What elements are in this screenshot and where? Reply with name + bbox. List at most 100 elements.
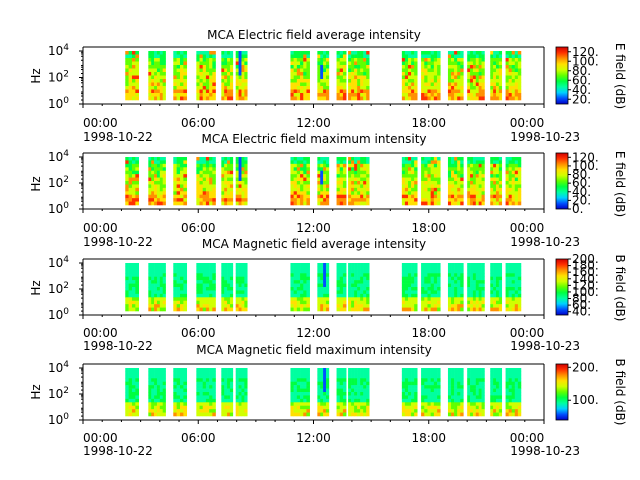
spectrogram-cell xyxy=(162,167,166,172)
spectrogram-cell xyxy=(505,300,509,305)
spectrogram-cell xyxy=(457,381,461,386)
spectrogram-cell xyxy=(148,409,152,413)
spectrogram-cell xyxy=(342,201,347,206)
spectrogram-cell xyxy=(424,283,428,288)
spectrogram-cell xyxy=(511,58,516,62)
spectrogram-cell xyxy=(154,378,158,383)
spectrogram-cell xyxy=(401,412,406,417)
spectrogram-cell xyxy=(202,263,207,267)
spectrogram-cell xyxy=(300,68,304,73)
spectrogram-cell xyxy=(235,263,239,267)
spectrogram-cell xyxy=(511,385,516,389)
spectrogram-cell xyxy=(180,174,184,178)
spectrogram-cell xyxy=(354,381,358,386)
spectrogram-cell xyxy=(414,368,418,372)
spectrogram-cell xyxy=(457,68,461,73)
spectrogram-cell xyxy=(495,304,500,308)
panel-2-ylabel: Hz xyxy=(29,176,43,191)
spectrogram-cell xyxy=(408,157,412,161)
spectrogram-cell xyxy=(427,269,431,274)
spectrogram-cell xyxy=(290,385,294,389)
spectrogram-cell xyxy=(470,174,474,178)
spectrogram-cell xyxy=(306,412,310,417)
spectrogram-cell xyxy=(320,304,324,308)
spectrogram-cell xyxy=(348,96,352,101)
spectrogram-cell xyxy=(323,75,327,80)
spectrogram-cell xyxy=(154,54,158,59)
spectrogram-cell xyxy=(336,79,341,83)
spectrogram-cell xyxy=(342,184,347,189)
spectrogram-cell xyxy=(135,304,139,308)
spectrogram-cell xyxy=(300,371,304,376)
spectrogram-cell xyxy=(357,187,361,192)
spectrogram-cell xyxy=(447,54,452,59)
spectrogram-cell xyxy=(424,371,428,376)
spectrogram-cell xyxy=(342,290,347,295)
spectrogram-cell xyxy=(229,184,234,189)
spectrogram-cell xyxy=(196,82,200,87)
spectrogram-cell xyxy=(514,82,519,87)
spectrogram-cell xyxy=(511,402,516,407)
spectrogram-cell xyxy=(196,398,200,403)
spectrogram-cell xyxy=(303,395,307,400)
spectrogram-cell xyxy=(408,75,412,80)
spectrogram-cell xyxy=(128,61,133,66)
spectrogram-cell xyxy=(235,51,239,55)
spectrogram-cell xyxy=(183,385,188,389)
spectrogram-cell xyxy=(159,163,164,168)
spectrogram-cell xyxy=(199,75,204,80)
spectrogram-cell xyxy=(176,405,181,410)
panel-3-x-axis: 00:00 06:00 12:00 18:00 00:00 xyxy=(82,314,545,340)
spectrogram-cell xyxy=(244,287,248,291)
spectrogram-cell xyxy=(437,280,441,284)
spectrogram-cell xyxy=(363,51,367,55)
spectrogram-cell xyxy=(493,263,497,267)
spectrogram-cell xyxy=(437,388,441,393)
y-tick-exponent: 4 xyxy=(63,43,69,53)
spectrogram-cell xyxy=(156,368,161,372)
spectrogram-cell xyxy=(366,157,370,161)
spectrogram-cell xyxy=(244,300,248,305)
spectrogram-cell xyxy=(481,170,485,175)
spectrogram-cell xyxy=(514,54,519,59)
spectrogram-cell xyxy=(411,297,415,302)
spectrogram-cell xyxy=(125,273,129,278)
spectrogram-cell xyxy=(411,402,415,407)
spectrogram-cell xyxy=(212,170,216,175)
spectrogram-cell xyxy=(354,167,358,172)
spectrogram-cell xyxy=(460,191,464,196)
spectrogram-cell xyxy=(481,378,485,383)
spectrogram-cell xyxy=(199,395,204,400)
spectrogram-cell xyxy=(125,157,129,161)
spectrogram-cell xyxy=(162,283,166,288)
spectrogram-cell xyxy=(511,191,516,196)
spectrogram-cell xyxy=(300,405,304,410)
spectrogram-cell xyxy=(159,307,164,312)
spectrogram-cell xyxy=(421,82,425,87)
spectrogram-cell xyxy=(478,269,482,274)
spectrogram-cell xyxy=(478,287,482,291)
spectrogram-cell xyxy=(514,174,519,178)
spectrogram-cell xyxy=(196,58,200,62)
spectrogram-cell xyxy=(490,198,494,202)
spectrogram-cell xyxy=(221,82,225,87)
spectrogram-cell xyxy=(325,79,330,83)
spectrogram-cell xyxy=(498,273,503,278)
spectrogram-cell xyxy=(401,191,406,196)
spectrogram-cell xyxy=(300,368,304,372)
spectrogram-cell xyxy=(357,368,361,372)
spectrogram-cell xyxy=(336,167,341,172)
y-tick-exponent: 4 xyxy=(63,360,69,370)
spectrogram-cell xyxy=(478,75,482,80)
spectrogram-cell xyxy=(135,276,139,281)
spectrogram-cell xyxy=(293,283,298,288)
spectrogram-cell xyxy=(320,93,324,97)
spectrogram-cell xyxy=(360,395,364,400)
spectrogram-cell xyxy=(493,170,497,175)
spectrogram-cell xyxy=(447,409,452,413)
spectrogram-cell xyxy=(173,297,177,302)
spectrogram-cell xyxy=(151,160,155,165)
spectrogram-cell xyxy=(323,86,327,90)
spectrogram-cell xyxy=(156,269,161,274)
spectrogram-cell xyxy=(183,184,188,189)
